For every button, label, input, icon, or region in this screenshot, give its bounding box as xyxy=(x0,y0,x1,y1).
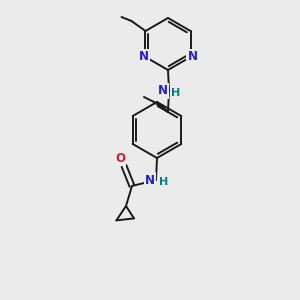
Text: O: O xyxy=(115,152,125,164)
Text: H: H xyxy=(159,177,169,187)
Text: H: H xyxy=(171,88,181,98)
Text: N: N xyxy=(139,50,148,64)
Text: N: N xyxy=(188,50,197,64)
Text: N: N xyxy=(145,173,155,187)
Text: N: N xyxy=(158,85,168,98)
